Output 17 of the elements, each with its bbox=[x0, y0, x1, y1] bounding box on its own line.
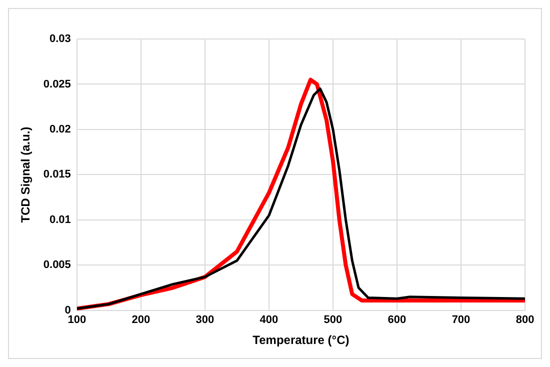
y-tick-label: 0.02 bbox=[50, 124, 71, 136]
x-tick-label: 600 bbox=[388, 314, 406, 326]
x-tick-label: 300 bbox=[196, 314, 214, 326]
y-tick-label: 0.03 bbox=[50, 33, 71, 46]
x-tick-label: 700 bbox=[452, 314, 470, 326]
x-tick-label: 200 bbox=[132, 314, 150, 326]
y-tick-label: 0.015 bbox=[43, 168, 71, 181]
x-tick-label: 500 bbox=[324, 314, 342, 326]
x-tick-label: 400 bbox=[260, 314, 278, 326]
y-tick-label: 0.005 bbox=[43, 259, 71, 272]
y-tick-label: 0 bbox=[64, 304, 71, 316]
x-axis-title: Temperature (°C) bbox=[252, 333, 350, 348]
y-tick-label: 0.025 bbox=[43, 78, 71, 90]
x-tick-label: 100 bbox=[68, 314, 86, 326]
y-axis-title: TCD Signal (a.u.) bbox=[18, 126, 33, 223]
x-tick-label: 800 bbox=[516, 314, 534, 326]
y-tick-label: 0.01 bbox=[50, 214, 71, 226]
